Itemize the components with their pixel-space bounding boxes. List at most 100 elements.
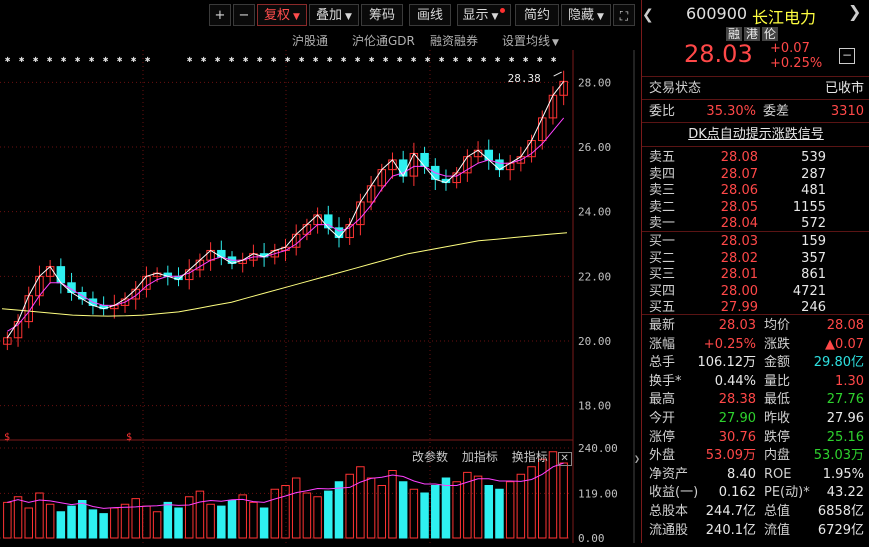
stat-value: 1.95% [822,466,864,482]
stat-value: 6858亿 [817,504,864,519]
add-indicator-button[interactable]: 加指标 [461,450,498,464]
volume-bar [35,492,44,539]
event-marker-icon: ✱ [397,55,403,65]
ask-label: 卖五 [649,150,676,165]
volume-bar [249,501,258,539]
change-params-button[interactable]: 改参数 [412,450,449,464]
bid-label: 买一 [649,234,676,249]
volume-bar [88,509,98,539]
volume-bar [227,500,237,539]
ma-layer [1,81,568,339]
chouma-button[interactable]: 筹码 [361,4,403,26]
current-price: 28.03 [684,40,753,68]
zoom-in-button[interactable]: + [209,4,231,26]
event-marker-icon: ✱ [523,55,529,65]
ma5-line [6,81,565,339]
chevron-down-icon: ▼ [597,12,604,22]
label-layer: 28.00 26.00 24.00 22.00 20.00 18.00 28.38 240.0… [508,71,618,545]
collapse-handle-icon[interactable]: ❯ [634,454,640,465]
bid-row: 买三 28.01 861 [642,265,869,284]
chart-canvas[interactable]: ❯ ✱ ✱ ✱ ✱ ✱ ✱ ✱ ✱ ✱ ✱ ✱ ✱ ✱ ✱ ✱ ✱ ✱ ✱ ✱ ✱ ✱ ✱ ✱ ✱ ✱ ✱ ✱ ✱ ✱ ✱ ✱ ✱ ✱ ✱ ✱ ✱ ✱ ✱… [0,50,640,545]
bid-label: 买五 [649,300,676,315]
trade-status-label: 交易状态 [649,81,702,96]
fuquan-dropdown[interactable]: 复权 ▼ [257,4,307,26]
stat-value: 0.44% [714,373,756,389]
volume-tick-label: 240.00 [578,442,618,455]
candle-body [217,249,226,258]
bid-qty: 4721 [792,283,826,299]
volume-bar [516,473,526,539]
stat-value: 244.7亿 [705,504,756,519]
stat-value: 240.1亿 [705,522,756,538]
notification-dot-icon [500,8,506,13]
stat-row: 收益(一) 0.162 PE(动)* 43.22 [642,483,869,502]
bid-price: 28.03 [720,234,758,249]
zoom-out-button[interactable]: − [233,4,255,26]
event-marker-icon: ✱ [313,55,319,65]
divider [642,122,869,123]
volume-bar [484,485,494,539]
high-arrow-icon [553,71,562,77]
volume-bar [110,507,119,539]
divider [642,231,869,232]
xianshi-dropdown[interactable]: 显示 ▼ [457,4,511,26]
y-tick-label: 24.00 [578,206,611,219]
tab-ma-settings[interactable]: 设置均线 ▼ [502,32,559,49]
tab-hugutong[interactable]: 沪股通 [292,34,329,48]
yincang-label: 隐藏 [568,8,595,23]
volume-bar [356,466,365,539]
volume-bar [291,477,301,539]
switch-indicator-button[interactable]: 换指标 [511,450,548,464]
stat-row: 流通股 240.1亿 流值 6729亿 [642,521,869,540]
bid-qty: 159 [801,234,826,249]
stat-label: 涨跌 [764,336,791,352]
yincang-dropdown[interactable]: 隐藏 ▼ [561,4,611,26]
dk-signal-link[interactable]: DK点自动提示涨跌信号 [688,127,824,142]
ask-row: 卖三 28.06 481 [642,181,869,200]
ask-qty: 481 [801,183,826,198]
event-marker-icon: ✱ [495,55,501,65]
bid-label: 买四 [649,283,676,299]
stat-label: 净资产 [649,466,689,482]
volume-bar [473,475,483,539]
tab-margin-trading[interactable]: 融资融券 [430,34,479,48]
stat-value: 30.76 [718,429,756,445]
stat-value: ▲0.07 [825,336,864,352]
volume-layer [3,451,568,539]
close-icon[interactable]: ✕ [557,452,572,466]
collapse-button[interactable]: − [839,48,855,64]
trade-status-value: 已收市 [824,81,864,96]
expand-icon[interactable]: ⛶ [613,4,635,26]
candle-body [56,266,66,284]
chevron-left-icon[interactable]: ❮ [642,7,654,23]
stat-value: +0.25% [703,336,756,352]
diejia-dropdown[interactable]: 叠加 ▼ [309,4,359,26]
kline-chart[interactable]: ❯ ✱ ✱ ✱ ✱ ✱ ✱ ✱ ✱ ✱ ✱ ✱ ✱ ✱ ✱ ✱ ✱ ✱ ✱ ✱ ✱ ✱ ✱ ✱ ✱ ✱ ✱ ✱ ✱ ✱ ✱ ✱ ✱ ✱ ✱ ✱ ✱ ✱ ✱… [0,50,640,545]
bid-price: 27.99 [720,300,758,315]
ask-qty: 539 [801,150,826,165]
volume-bar [131,498,140,539]
volume-bar [281,485,290,539]
tab-hulunton-gdr[interactable]: 沪伦通GDR [352,34,415,48]
ma10-line [7,117,565,332]
huaxian-button[interactable]: 画线 [409,4,451,26]
event-marker-icon: ✱ [481,55,487,65]
bid-qty: 357 [801,250,826,266]
stat-label: 总股本 [649,504,689,519]
volume-bar [559,462,568,539]
stat-row: 今开 27.90 昨收 27.96 [642,409,869,428]
event-marker-icon: ✱ [243,55,249,65]
chevron-right-icon[interactable]: ❯ [848,2,862,21]
tag-lun: 伦 [762,27,779,41]
ask-price: 28.07 [720,166,758,182]
jianyue-button[interactable]: 简约 [515,4,559,26]
tag-rong: 融 [726,27,743,41]
event-marker-icon: ✱ [271,55,277,65]
event-marker-icon: ✱ [75,55,81,65]
stat-label: 均价 [764,318,791,333]
volume-bar [441,477,451,539]
marker-layer: ✱ ✱ ✱ ✱ ✱ ✱ ✱ ✱ ✱ ✱ ✱ ✱ ✱ ✱ ✱ ✱ ✱ ✱ ✱ ✱ ✱ ✱ ✱ ✱ ✱ ✱ ✱ ✱ ✱ ✱ ✱ ✱ ✱ ✱ ✱ ✱ ✱ ✱ $ $ [4,55,557,443]
stat-label: 最低 [764,392,791,408]
volume-bar [184,496,194,539]
stat-value: 53.03万 [813,448,864,464]
